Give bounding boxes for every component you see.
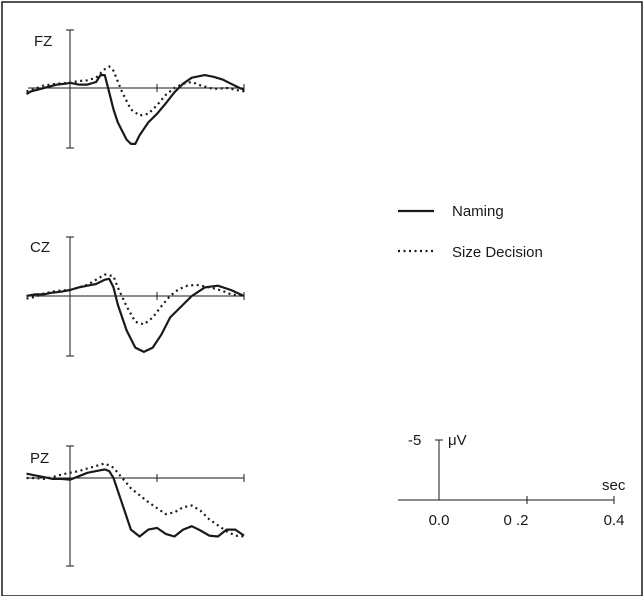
panel-pz-title: PZ: [30, 450, 49, 467]
panel-pz: PZ: [26, 445, 245, 567]
legend-label-size-decision: Size Decision: [452, 244, 543, 261]
panel-cz-series-naming: [26, 277, 245, 353]
panel-cz-series-size-decision: [26, 273, 245, 326]
panel-fz-title: FZ: [34, 33, 52, 50]
legend-label-naming: Naming: [452, 203, 504, 220]
panel-pz-series-naming: [26, 468, 245, 538]
panel-pz-series-size-decision: [26, 462, 245, 538]
panel-fz-series-size-decision: [26, 65, 245, 117]
scale-tick-label-0.0: 0.0: [429, 512, 450, 529]
panel-fz-series-naming: [25, 74, 245, 145]
panel-fz: FZ: [25, 29, 245, 149]
scale-unit-label: μV: [448, 432, 467, 449]
panel-cz-title: CZ: [30, 239, 50, 256]
scale-tick-label-0.2: 0 .2: [503, 512, 528, 529]
scale-amplitude-label: -5: [408, 432, 421, 449]
panel-cz: CZ: [26, 236, 245, 357]
scale-time-unit-label: sec: [602, 477, 626, 494]
scale-bar: -5 μV sec 0.0 0 .2 0.4: [398, 432, 626, 529]
scale-tick-label-0.4: 0.4: [604, 512, 625, 529]
legend: Naming Size Decision: [398, 203, 543, 261]
